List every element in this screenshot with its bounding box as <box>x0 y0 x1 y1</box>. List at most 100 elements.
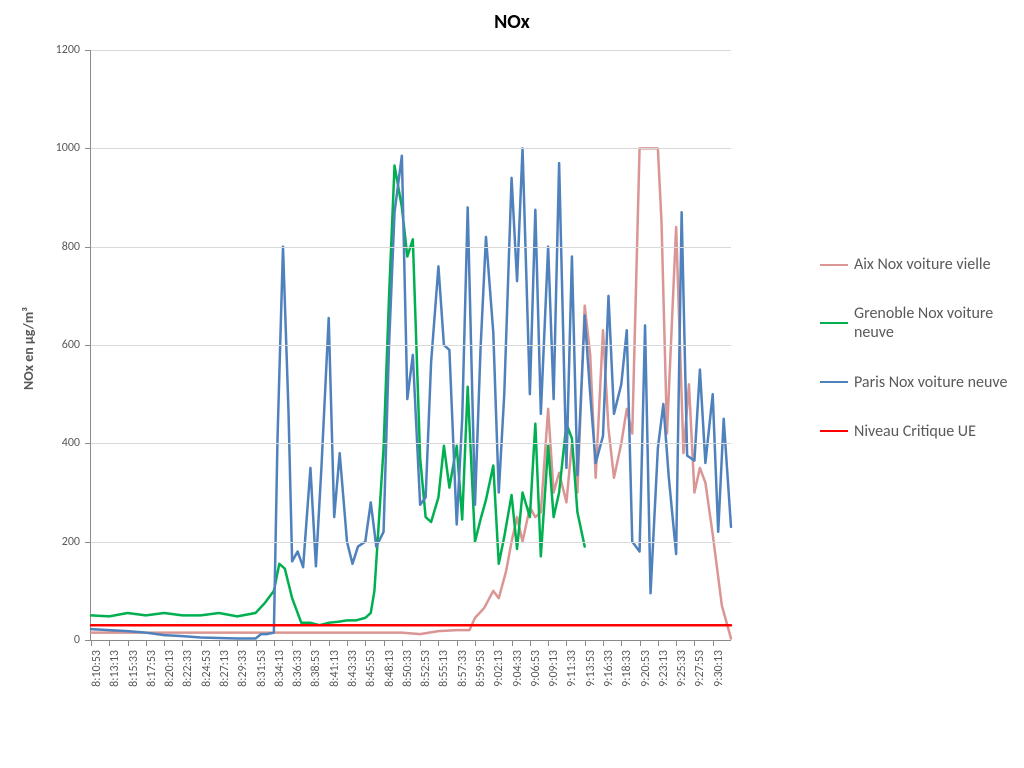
x-tick-label: 8:59:53 <box>474 650 488 700</box>
y-tick-label: 800 <box>62 240 80 254</box>
x-tick-label: 8:38:53 <box>309 650 323 700</box>
x-tick-label: 9:09:13 <box>547 650 561 700</box>
series-line <box>91 148 731 638</box>
x-tick-mark <box>365 640 366 646</box>
x-tick-label: 8:43:33 <box>346 650 360 700</box>
x-tick-label: 9:30:13 <box>712 650 726 700</box>
legend-swatch <box>820 430 848 432</box>
x-tick-label: 9:25:33 <box>675 650 689 700</box>
gridline <box>91 247 731 248</box>
x-tick-label: 8:22:33 <box>181 650 195 700</box>
x-tick-label: 8:10:53 <box>90 650 104 700</box>
legend-item: Aix Nox voiture vielle <box>820 255 1024 274</box>
x-tick-label: 8:31:53 <box>255 650 269 700</box>
x-tick-mark <box>694 640 695 646</box>
x-tick-mark <box>256 640 257 646</box>
x-tick-mark <box>457 640 458 646</box>
gridline <box>91 50 731 51</box>
legend: Aix Nox voiture vielle Grenoble Nox voitu… <box>820 255 1024 471</box>
x-tick-label: 9:02:13 <box>492 650 506 700</box>
x-tick-label: 8:13:13 <box>108 650 122 700</box>
x-tick-mark <box>603 640 604 646</box>
x-tick-label: 8:48:13 <box>383 650 397 700</box>
x-tick-label: 8:50:33 <box>401 650 415 700</box>
y-tick-label: 600 <box>62 338 80 352</box>
x-tick-mark <box>621 640 622 646</box>
x-tick-label: 9:11:33 <box>565 650 579 700</box>
x-tick-mark <box>292 640 293 646</box>
x-tick-mark <box>347 640 348 646</box>
x-tick-mark <box>182 640 183 646</box>
legend-item: Paris Nox voiture neuve <box>820 373 1024 392</box>
x-tick-label: 8:45:53 <box>364 650 378 700</box>
gridline <box>91 148 731 149</box>
x-tick-label: 8:36:33 <box>291 650 305 700</box>
x-tick-mark <box>310 640 311 646</box>
x-tick-mark <box>475 640 476 646</box>
y-tick-label: 400 <box>62 436 80 450</box>
x-tick-mark <box>237 640 238 646</box>
legend-item: Grenoble Nox voiture neuve <box>820 304 1024 342</box>
legend-label: Niveau Critique UE <box>854 422 976 441</box>
y-tick-label: 200 <box>62 535 80 549</box>
y-tick-mark <box>85 148 91 149</box>
chart-title: NOx <box>0 10 1024 34</box>
legend-item: Niveau Critique UE <box>820 422 1024 441</box>
x-tick-mark <box>640 640 641 646</box>
legend-label: Aix Nox voiture vielle <box>854 255 991 274</box>
x-tick-label: 9:04:33 <box>511 650 525 700</box>
x-tick-mark <box>420 640 421 646</box>
x-tick-mark <box>201 640 202 646</box>
x-tick-label: 8:17:53 <box>145 650 159 700</box>
x-tick-mark <box>658 640 659 646</box>
chart-container: NOx NOx en µg/m³ Aix Nox voiture vielle G… <box>0 0 1024 768</box>
x-tick-mark <box>512 640 513 646</box>
x-tick-label: 8:20:13 <box>163 650 177 700</box>
x-tick-label: 8:41:13 <box>328 650 342 700</box>
y-tick-mark <box>85 345 91 346</box>
y-tick-mark <box>85 247 91 248</box>
x-tick-label: 8:57:33 <box>456 650 470 700</box>
x-tick-label: 8:27:13 <box>218 650 232 700</box>
gridline <box>91 345 731 346</box>
y-tick-label: 0 <box>74 633 80 647</box>
x-tick-mark <box>566 640 567 646</box>
y-tick-mark <box>85 443 91 444</box>
x-tick-label: 8:52:53 <box>419 650 433 700</box>
plot-area <box>90 50 731 641</box>
x-tick-mark <box>530 640 531 646</box>
x-tick-label: 8:24:53 <box>200 650 214 700</box>
x-tick-label: 9:16:33 <box>602 650 616 700</box>
gridline <box>91 443 731 444</box>
x-tick-mark <box>548 640 549 646</box>
x-tick-mark <box>676 640 677 646</box>
y-tick-label: 1200 <box>56 43 80 57</box>
series-line <box>91 148 731 638</box>
x-tick-label: 9:06:53 <box>529 650 543 700</box>
x-tick-label: 8:29:33 <box>236 650 250 700</box>
x-tick-mark <box>585 640 586 646</box>
y-tick-mark <box>85 542 91 543</box>
x-tick-label: 9:27:53 <box>693 650 707 700</box>
x-tick-label: 9:13:53 <box>584 650 598 700</box>
legend-swatch <box>820 322 848 324</box>
x-tick-mark <box>493 640 494 646</box>
x-tick-label: 9:23:13 <box>657 650 671 700</box>
x-tick-label: 8:34:13 <box>273 650 287 700</box>
y-axis-label: NOx en µg/m³ <box>20 307 37 390</box>
gridline <box>91 542 731 543</box>
x-tick-mark <box>128 640 129 646</box>
legend-label: Grenoble Nox voiture neuve <box>854 304 1024 342</box>
x-tick-mark <box>219 640 220 646</box>
x-tick-mark <box>91 640 92 646</box>
x-tick-mark <box>384 640 385 646</box>
x-tick-mark <box>164 640 165 646</box>
legend-swatch <box>820 381 848 383</box>
legend-swatch <box>820 264 848 266</box>
x-tick-mark <box>109 640 110 646</box>
x-tick-label: 9:20:53 <box>639 650 653 700</box>
x-tick-mark <box>329 640 330 646</box>
x-tick-mark <box>713 640 714 646</box>
x-tick-label: 9:18:33 <box>620 650 634 700</box>
x-tick-mark <box>274 640 275 646</box>
